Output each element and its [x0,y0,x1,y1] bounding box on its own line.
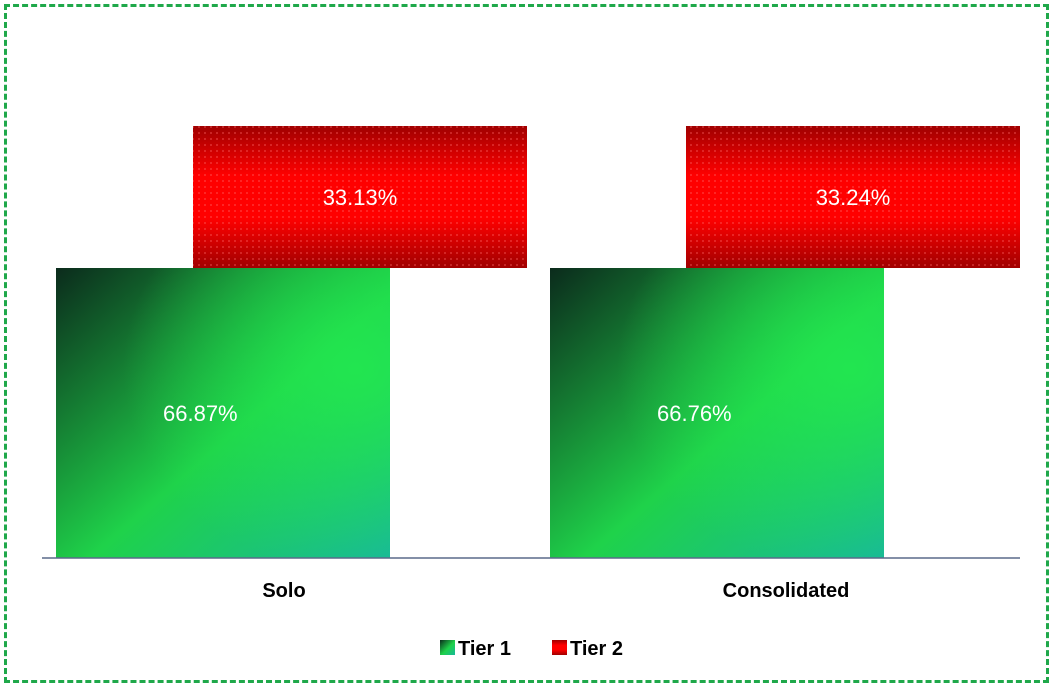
data-label-tier-1-consolidated: 66.76% [657,401,732,426]
legend-item-tier-1[interactable]: Tier 1 [440,638,511,660]
data-label-tier-2-consolidated: 33.24% [816,185,891,210]
bar-tier-1-consolidated-highlight [550,268,884,558]
chart-frame [4,4,1049,683]
bar-tier-1-solo-highlight [56,268,390,558]
legend-item-tier-2[interactable]: Tier 2 [552,638,623,660]
category-label-consolidated: Consolidated [723,580,850,602]
legend-label-tier-1: Tier 1 [458,638,511,660]
bar-tier-2-consolidated-texture [686,126,1020,268]
legend-label-tier-2: Tier 2 [570,638,623,660]
legend-swatch-tier-2 [552,640,567,655]
bar-tier-2-solo-texture [193,126,527,268]
legend: Tier 1 Tier 2 [440,638,623,660]
category-label-solo: Solo [262,580,305,602]
data-label-tier-1-solo: 66.87% [163,401,238,426]
data-label-tier-2-solo: 33.13% [323,185,398,210]
legend-swatch-tier-1 [440,640,455,655]
